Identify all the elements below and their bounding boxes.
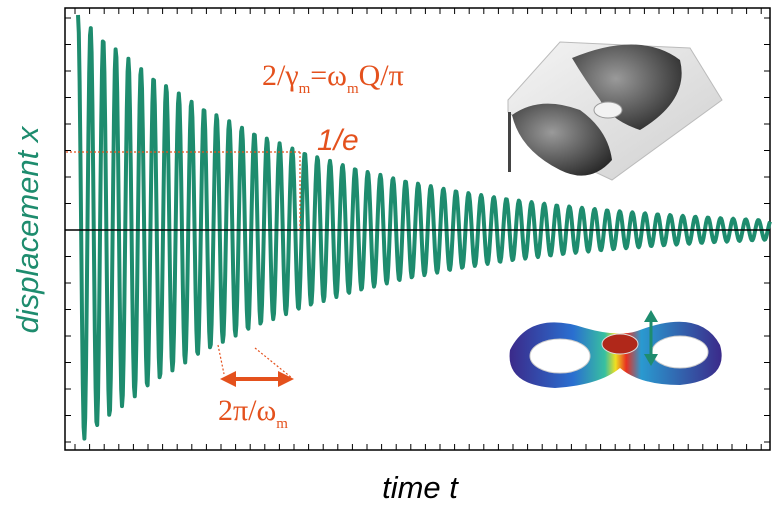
period-label: 2π/ωm [218, 394, 288, 432]
x-axis-label: time t [382, 470, 459, 505]
subscript: m [299, 81, 311, 97]
sem-inset [507, 41, 723, 181]
guide-line [217, 344, 225, 375]
arrow-head [278, 371, 294, 387]
text-part: =ω [310, 59, 347, 92]
decay-annotation: 2/γm=ωmQ/π [262, 59, 404, 97]
text-part: Q/π [359, 59, 404, 92]
one-over-e-label: 1/e [317, 124, 359, 157]
y-axis-label: displacement x [10, 125, 45, 333]
arrow-head [220, 371, 236, 387]
damped-oscillation [76, 14, 772, 441]
guide-line [254, 347, 293, 379]
subscript: m [276, 416, 288, 432]
mode-inset [509, 310, 722, 388]
text-part: 2π/ω [218, 394, 276, 427]
text-part: 2/γ [262, 59, 299, 92]
subscript: m [347, 81, 359, 97]
